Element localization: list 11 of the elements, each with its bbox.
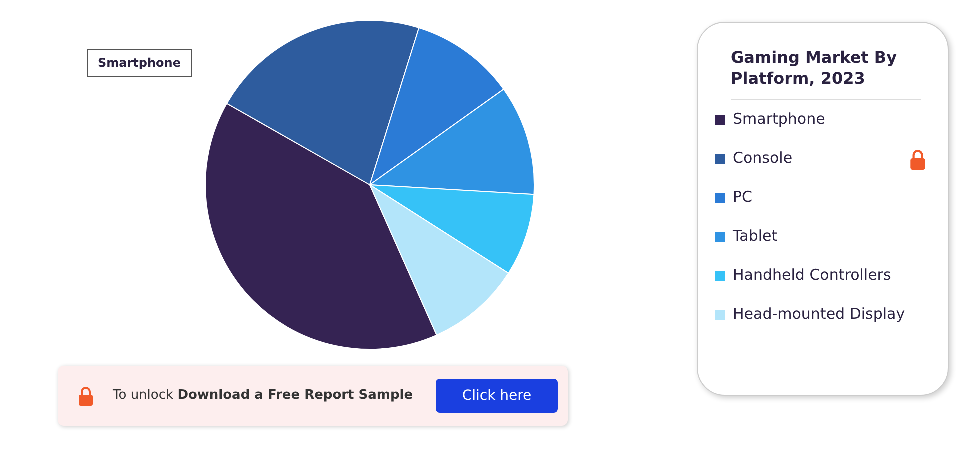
- legend-label: Tablet: [732, 226, 779, 247]
- legend-title: Gaming Market By Platform, 2023: [731, 47, 921, 100]
- legend-label: Smartphone: [732, 109, 826, 130]
- legend-label: Head-mounted Display: [732, 304, 906, 325]
- legend-label: Handheld Controllers: [732, 265, 892, 286]
- text: Smartphone: [87, 49, 192, 77]
- legend-label: PC: [732, 187, 754, 208]
- text: Download a Free Report Sample: [178, 388, 414, 403]
- legend-label: Console: [732, 148, 794, 169]
- text: Click here: [436, 379, 558, 413]
- text: To unlock: [113, 388, 174, 403]
